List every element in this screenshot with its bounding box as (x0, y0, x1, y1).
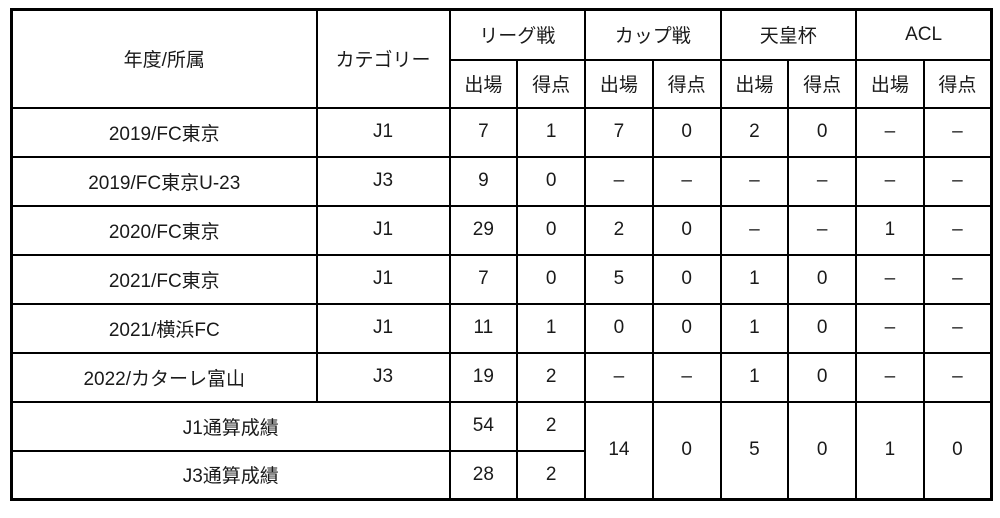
total-row-j1: J1通算成績 54 2 14 0 5 0 1 0 (10, 400, 993, 501)
stat-cell: 0 (651, 106, 722, 158)
stat-cell: – (855, 106, 925, 158)
stat-cell: 19 (448, 351, 519, 403)
stat-cell: 0 (651, 302, 722, 354)
header-season-column: 年度/所属 (10, 8, 318, 109)
stat-cell: 0 (516, 155, 587, 207)
header-acl-apps: 出場 (855, 58, 925, 109)
category-cell: J3 (315, 155, 451, 207)
season-cell: 2019/FC東京U-23 (10, 155, 318, 207)
stat-cell: 1 (516, 302, 587, 354)
stat-cell: – (922, 106, 993, 158)
header-cup-goals: 得点 (651, 58, 722, 109)
stat-cell: – (922, 155, 993, 207)
stat-cell: – (922, 302, 993, 354)
season-cell: 2019/FC東京 (10, 106, 318, 158)
header-emperors-cup-goals: 得点 (787, 58, 858, 109)
category-cell: J1 (315, 106, 451, 158)
table-row-2019-fctokyo-u23: 2019/FC東京U-23 J3 9 0 – – – – – – (10, 155, 993, 207)
stat-cell: 0 (584, 302, 654, 354)
stat-cell: – (787, 155, 858, 207)
stat-cell: 0 (651, 204, 722, 256)
table-row-2019-fctokyo: 2019/FC東京 J1 7 1 7 0 2 0 – – (10, 106, 993, 158)
stat-cell: 0 (787, 351, 858, 403)
header-row-groups: 年度/所属 カテゴリー リーグ戦 カップ戦 天皇杯 ACL (10, 8, 993, 109)
total-row-j3: J3通算成績 28 2 (10, 449, 992, 501)
stat-cell: – (584, 351, 654, 403)
header-group-cup: カップ戦 (584, 8, 722, 61)
header-acl-goals: 得点 (922, 58, 993, 109)
stat-cell: – (922, 204, 993, 256)
stat-cell: 0 (787, 253, 858, 305)
stat-cell: – (584, 155, 654, 207)
total-league-goals-j1: 2 (516, 400, 587, 452)
stat-cell: 1 (719, 302, 790, 354)
stat-cell: – (855, 351, 925, 403)
total-label-j3: J3通算成績 (10, 449, 451, 501)
stat-cell: – (922, 351, 993, 403)
header-group-acl: ACL (855, 8, 993, 61)
table-row-2021-yokohamafc: 2021/横浜FC J1 11 1 0 0 1 0 – – (10, 302, 993, 354)
season-cell: 2020/FC東京 (10, 204, 318, 256)
table-row-2020-fctokyo: 2020/FC東京 J1 29 0 2 0 – – 1 – (10, 204, 993, 256)
stat-cell: 0 (787, 106, 858, 158)
stat-cell: 0 (516, 253, 587, 305)
stat-cell: 2 (516, 351, 587, 403)
stat-cell: 1 (516, 106, 587, 158)
category-cell: J1 (315, 253, 451, 305)
stat-cell: 11 (448, 302, 519, 354)
stat-cell: – (922, 253, 993, 305)
stat-cell: 1 (719, 253, 790, 305)
total-league-goals-j3: 2 (516, 449, 587, 501)
stat-cell: – (855, 253, 925, 305)
total-cup-goals: 0 (651, 400, 722, 501)
stat-cell: 2 (584, 204, 654, 256)
header-league-goals: 得点 (516, 58, 587, 109)
stat-cell: 1 (855, 204, 925, 256)
stat-cell: 9 (448, 155, 519, 207)
table-row-2022-kataller-toyama: 2022/カターレ富山 J3 19 2 – – 1 0 – – (10, 351, 993, 403)
season-cell: 2021/横浜FC (10, 302, 318, 354)
stat-cell: 2 (719, 106, 790, 158)
total-league-apps-j1: 54 (448, 400, 519, 452)
table-row-2021-fctokyo: 2021/FC東京 J1 7 0 5 0 1 0 – – (10, 253, 993, 305)
total-emperors-cup-goals: 0 (787, 400, 858, 501)
stat-cell: 0 (516, 204, 587, 256)
season-cell: 2022/カターレ富山 (10, 351, 318, 403)
stat-cell: 7 (448, 106, 519, 158)
stat-cell: 0 (787, 302, 858, 354)
header-league-apps: 出場 (448, 58, 519, 109)
stat-cell: 29 (448, 204, 519, 256)
season-stats-table: 年度/所属 カテゴリー リーグ戦 カップ戦 天皇杯 ACL 出場 得点 出場 得… (10, 8, 994, 501)
total-league-apps-j3: 28 (448, 449, 519, 501)
total-cup-apps: 14 (584, 400, 654, 501)
stat-cell: – (651, 155, 722, 207)
header-group-league: リーグ戦 (448, 8, 587, 61)
total-acl-apps: 1 (855, 400, 925, 501)
stat-cell: 7 (448, 253, 519, 305)
season-cell: 2021/FC東京 (10, 253, 318, 305)
stat-cell: – (719, 155, 790, 207)
stat-cell: 5 (584, 253, 654, 305)
header-emperors-cup-apps: 出場 (719, 58, 790, 109)
header-cup-apps: 出場 (584, 58, 654, 109)
total-label-j1: J1通算成績 (10, 400, 451, 452)
total-emperors-cup-apps: 5 (719, 400, 790, 501)
stat-cell: – (787, 204, 858, 256)
stat-cell: – (855, 155, 925, 207)
stat-cell: – (855, 302, 925, 354)
header-category-column: カテゴリー (315, 8, 451, 109)
stat-cell: – (719, 204, 790, 256)
stat-cell: – (651, 351, 722, 403)
header-row-sub: 出場 得点 出場 得点 出場 得点 出場 得点 (12, 58, 993, 109)
stat-cell: 7 (584, 106, 654, 158)
category-cell: J1 (315, 204, 451, 256)
total-acl-goals: 0 (922, 400, 993, 501)
category-cell: J1 (315, 302, 451, 354)
stat-cell: 1 (719, 351, 790, 403)
header-group-emperors-cup: 天皇杯 (719, 8, 858, 61)
category-cell: J3 (315, 351, 451, 403)
stat-cell: 0 (651, 253, 722, 305)
